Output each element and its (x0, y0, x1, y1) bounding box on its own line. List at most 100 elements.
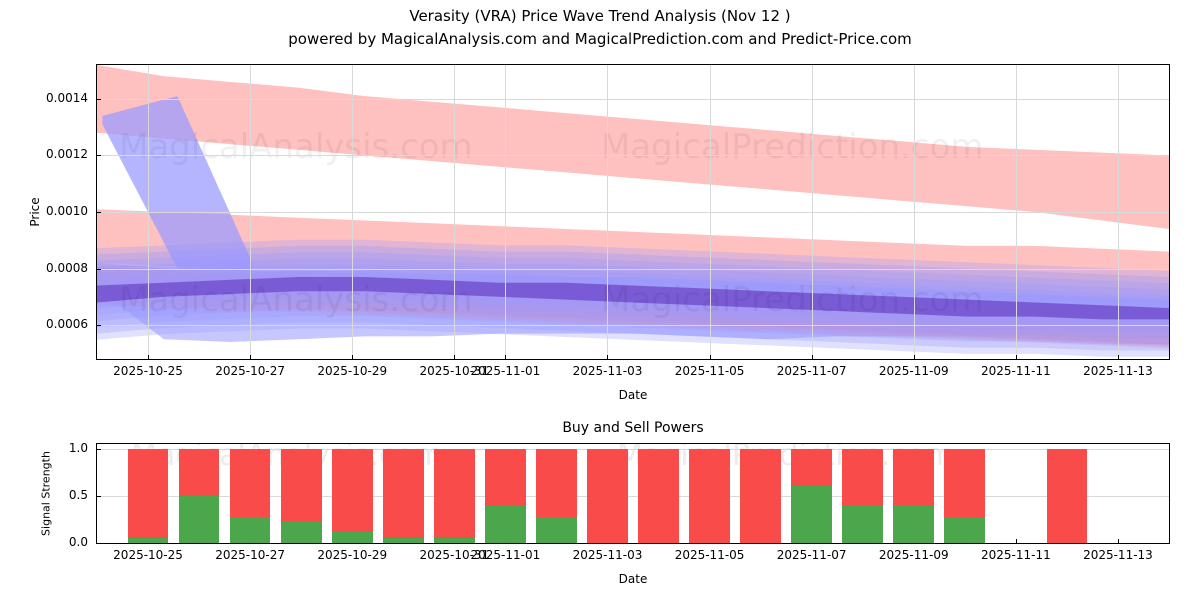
price-gridline-vertical (250, 65, 252, 359)
price-x-tick-label: 2025-11-13 (1083, 364, 1153, 378)
signal-bar-stack[interactable] (229, 444, 271, 543)
signal-bar-stack[interactable] (485, 444, 526, 543)
price-x-tick-label: 2025-10-25 (113, 364, 183, 378)
signal-bar-buy-power[interactable] (433, 538, 475, 543)
price-y-tickmark (97, 212, 101, 213)
price-y-tick-label: 0.0010 (46, 204, 88, 218)
price-x-tickmark (811, 355, 813, 359)
signal-bar-sell-power[interactable] (331, 448, 373, 532)
signal-bar-stack[interactable] (127, 444, 169, 543)
price-band-descending-blue-wedge (102, 96, 253, 272)
price-band-upper-resistance-band-red (97, 65, 1169, 229)
signal-x-tick-label: 2025-10-29 (317, 548, 388, 562)
signal-bar-stack[interactable] (944, 444, 986, 543)
price-x-tick-label: 2025-11-07 (776, 364, 847, 378)
signal-bar-buy-power[interactable] (178, 495, 220, 543)
signal-x-tickmark (1117, 539, 1119, 543)
signal-bar-buy-power[interactable] (485, 506, 526, 543)
signal-bar-buy-power[interactable] (536, 516, 577, 543)
price-y-tickmark (97, 325, 101, 327)
signal-bar-sell-power[interactable] (944, 448, 986, 517)
signal-x-tick-label: 2025-11-07 (776, 548, 847, 562)
price-x-tickmark (709, 355, 711, 359)
signal-y-tick-label: 0.5 (68, 487, 88, 502)
signal-bar-stack[interactable] (842, 444, 884, 543)
signal-y-tick-label: 0.0 (68, 535, 88, 549)
signal-x-tick-label: 2025-10-25 (113, 548, 183, 562)
signal-chart-plot-area: MagicalAnalysis.com MagicalPrediction.co… (96, 443, 1170, 544)
price-gridline-vertical (709, 65, 711, 359)
signal-bar-sell-power[interactable] (842, 448, 884, 507)
price-gridline-vertical (811, 65, 813, 359)
signal-bar-buy-power[interactable] (229, 516, 271, 543)
signal-bar-sell-power[interactable] (229, 448, 271, 517)
price-x-tick-label: 2025-11-01 (470, 364, 541, 378)
signal-bar-sell-power[interactable] (127, 448, 169, 539)
signal-bar-stack[interactable] (331, 444, 373, 543)
signal-x-tickmark (1015, 539, 1017, 543)
signal-gridline-horizontal (97, 495, 1169, 497)
signal-bar-sell-power[interactable] (280, 448, 322, 523)
price-gridline-vertical (1117, 65, 1119, 359)
price-y-tick-label: 0.0014 (46, 90, 88, 105)
signal-bar-stack[interactable] (433, 444, 475, 543)
signal-bar-stack[interactable] (893, 444, 935, 543)
price-x-tick-label: 2025-10-27 (215, 364, 286, 378)
price-x-tickmark (1015, 355, 1017, 359)
figure-title-line-2: powered by MagicalAnalysis.com and Magic… (288, 30, 912, 48)
signal-bar-sell-power[interactable] (893, 448, 935, 507)
price-x-tick-label: 2025-11-09 (878, 364, 949, 378)
signal-bar-buy-power[interactable] (127, 538, 169, 543)
price-gridline-horizontal (97, 325, 1169, 327)
price-y-tickmark (97, 98, 101, 100)
signal-y-tickmark (97, 495, 101, 497)
signal-bar-stack[interactable] (382, 444, 424, 543)
price-gridline-vertical (607, 65, 609, 359)
signal-bar-stack[interactable] (280, 444, 322, 543)
signal-bar-buy-power[interactable] (280, 522, 322, 543)
signal-x-tick-label: 2025-11-05 (674, 548, 745, 562)
signal-bar-stack[interactable] (587, 444, 628, 543)
price-chart-x-axis-label: Date (618, 388, 648, 402)
signal-bar-buy-power[interactable] (791, 485, 832, 543)
signal-bar-buy-power[interactable] (382, 538, 424, 543)
signal-bar-stack[interactable] (638, 444, 679, 543)
signal-bar-stack[interactable] (178, 444, 220, 543)
signal-bar-sell-power[interactable] (178, 448, 220, 496)
signal-x-tick-label: 2025-11-09 (878, 548, 949, 562)
signal-x-tick-label: 2025-10-31 (419, 548, 490, 562)
signal-y-tickmark (97, 448, 101, 450)
signal-x-tick-label: 2025-10-27 (215, 548, 286, 562)
signal-bar-stack[interactable] (689, 444, 730, 543)
price-y-tickmark (97, 155, 101, 157)
signal-bar-sell-power[interactable] (689, 448, 730, 543)
price-x-tick-label: 2025-11-03 (572, 364, 643, 378)
signal-bar-sell-power[interactable] (433, 448, 475, 539)
signal-gridline-horizontal (97, 448, 1169, 450)
signal-x-tick-label: 2025-11-03 (572, 548, 643, 562)
signal-y-tick-label: 1.0 (68, 440, 88, 455)
signal-bar-sell-power[interactable] (638, 448, 679, 543)
signal-bar-stack[interactable] (791, 444, 832, 543)
signal-bar-sell-power[interactable] (1046, 448, 1088, 543)
signal-bar-stack[interactable] (740, 444, 781, 543)
price-x-tickmark (148, 355, 150, 359)
price-gridline-horizontal (97, 268, 1169, 270)
signal-bar-sell-power[interactable] (587, 448, 628, 543)
signal-bar-stack[interactable] (536, 444, 577, 543)
signal-bar-sell-power[interactable] (485, 448, 526, 507)
signal-chart-x-axis-label: Date (618, 572, 648, 586)
signal-bar-buy-power[interactable] (842, 506, 884, 543)
signal-bar-stack[interactable] (1046, 444, 1088, 543)
signal-bar-sell-power[interactable] (536, 448, 577, 517)
signal-bar-buy-power[interactable] (893, 506, 935, 543)
price-x-tick-label: 2025-11-05 (674, 364, 745, 378)
signal-bar-buy-power[interactable] (331, 531, 373, 543)
signal-y-tickmark (97, 543, 101, 544)
signal-bar-buy-power[interactable] (944, 516, 986, 543)
signal-bar-sell-power[interactable] (382, 448, 424, 539)
signal-bar-sell-power[interactable] (791, 448, 832, 486)
price-band-core-purple (97, 277, 1169, 320)
signal-bar-sell-power[interactable] (740, 448, 781, 543)
